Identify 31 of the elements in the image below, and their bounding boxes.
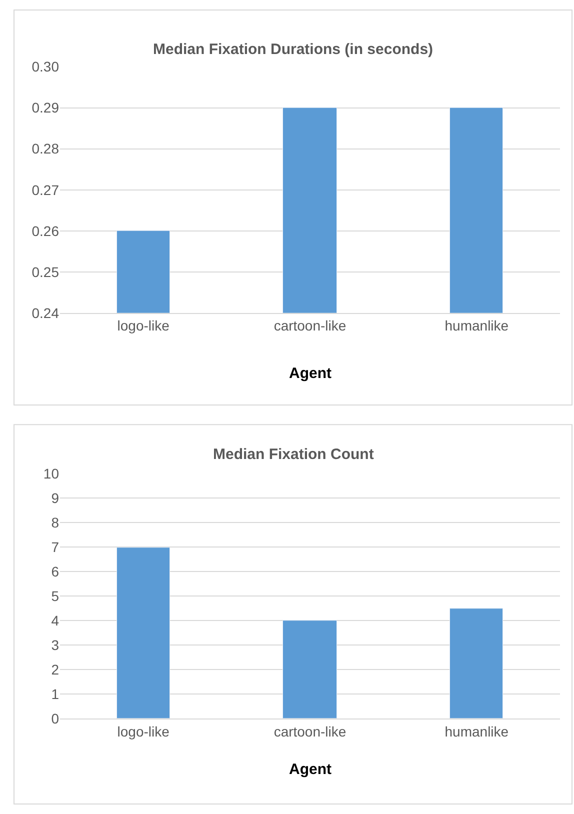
bar xyxy=(282,620,337,719)
y-tick-label: 0.26 xyxy=(32,222,60,239)
y-tick-label: 4 xyxy=(51,612,60,629)
y-tick-label: 3 xyxy=(51,637,60,654)
y-tick-label: 9 xyxy=(51,490,60,506)
y-tick-label: 0.28 xyxy=(32,140,60,157)
y-tick-label: 0.30 xyxy=(32,58,60,75)
y-tick-label: 6 xyxy=(51,564,60,580)
y-tick-label: 10 xyxy=(43,466,60,482)
x-axis-title: Agent xyxy=(289,365,332,382)
y-tick-label: 0.24 xyxy=(32,304,60,321)
x-tick-label: logo-like xyxy=(117,318,170,334)
bar xyxy=(450,608,503,719)
x-tick-label: cartoon-like xyxy=(274,318,346,334)
y-tick-label: 5 xyxy=(51,588,60,604)
y-tick-label: 0 xyxy=(51,710,60,727)
y-tick-label: 8 xyxy=(51,514,60,531)
x-axis-title: Agent xyxy=(289,761,332,778)
x-tick-label: humanlike xyxy=(444,318,509,334)
bar xyxy=(116,547,170,719)
x-tick-label: humanlike xyxy=(444,724,509,740)
x-tick-label: cartoon-like xyxy=(274,724,346,740)
y-tick-label: 0.29 xyxy=(32,100,60,116)
x-tick-label: logo-like xyxy=(117,724,170,740)
y-tick-label: 1 xyxy=(51,686,60,702)
chart-title: Median Fixation Count xyxy=(213,446,374,463)
y-tick-label: 0.27 xyxy=(32,182,60,198)
y-tick-label: 2 xyxy=(51,662,60,678)
chart-title: Median Fixation Durations (in seconds) xyxy=(153,41,434,58)
y-tick-label: 7 xyxy=(51,539,60,556)
y-tick-label: 0.25 xyxy=(32,264,60,280)
